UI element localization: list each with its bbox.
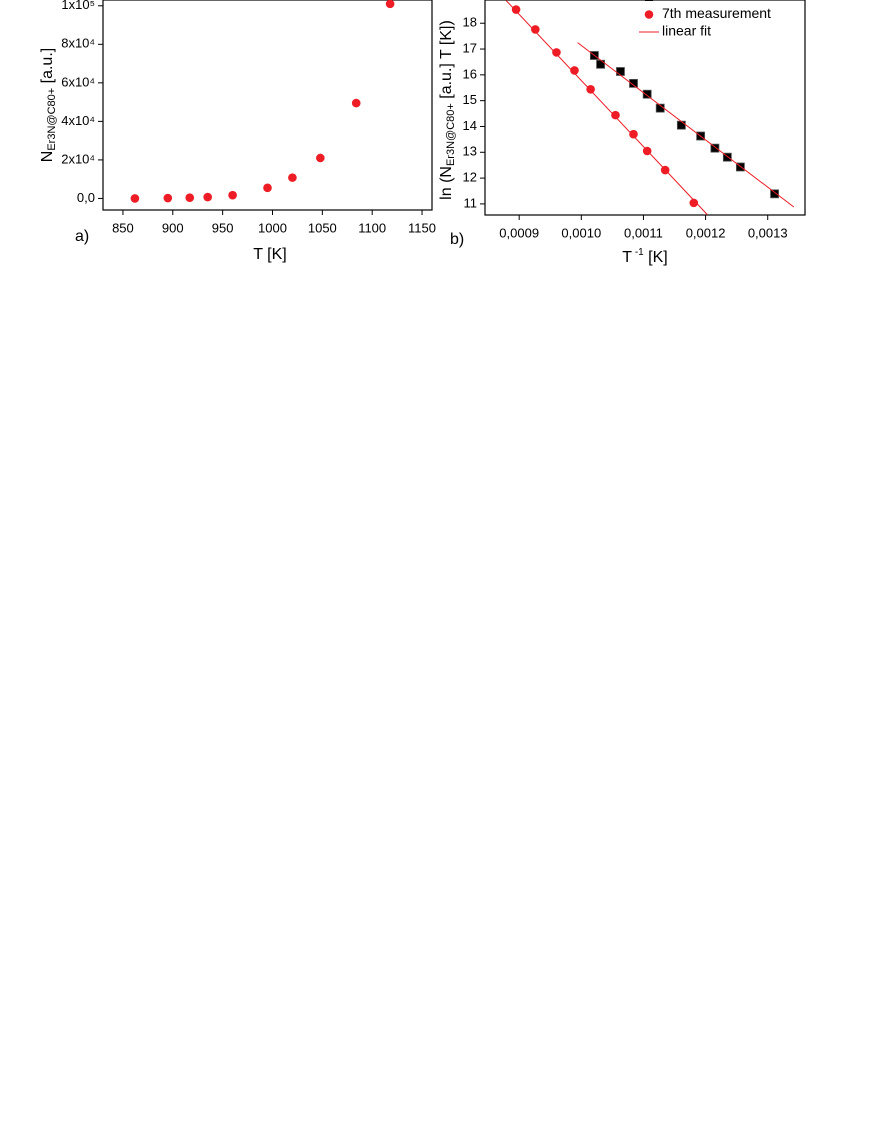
x-tick-label: 0,0010 [561,225,601,240]
y-tick-label: 18 [463,15,477,30]
data-point [642,89,652,99]
data-point [263,183,272,193]
y-tick-label: 4x10⁴ [61,113,95,128]
y-tick-label: 17 [463,40,477,55]
data-point [531,25,540,34]
data-point [228,190,237,200]
data-point [185,193,195,202]
legend-symbol [644,10,654,19]
data-point [163,193,173,203]
data-point [710,143,720,153]
x-axis-label-part: [K] [644,249,668,266]
y-axis-label-part: Er3N@C80+ [445,103,457,166]
data-point [130,194,140,203]
x-axis-label: T -1 [K] [622,247,667,267]
data-point [596,59,605,69]
fit-line [505,0,795,216]
x-axis-label-part: -1 [632,247,644,258]
plot-frame [484,0,806,216]
legend-label: linear fit [662,23,711,39]
data-point [629,78,638,88]
y-tick-label: 15 [463,92,477,107]
data-point [351,98,361,108]
y-tick-label: 14 [463,118,477,133]
data-point [203,192,212,202]
x-tick-label: 0,0011 [624,225,663,240]
y-axis-label-part: [a.u.] [39,48,56,88]
data-point [616,67,625,76]
data-point [586,85,595,94]
x-tick-label: 850 [112,220,134,235]
y-tick-label: 11 [464,195,478,210]
y-tick-label: 1x10⁵ [61,0,95,12]
x-tick-label: 0,0013 [748,225,788,240]
data-point [611,110,620,120]
y-tick-label: 16 [463,66,477,81]
data-point [629,129,638,139]
x-tick-label: 1100 [358,220,386,235]
data-point [770,189,779,199]
y-tick-label: 13 [463,144,477,159]
y-tick-label: 0,0 [77,190,95,205]
x-tick-label: 1050 [308,220,337,235]
x-tick-label: 950 [212,220,234,235]
y-axis-label-part: N [39,151,56,163]
y-tick-label: 2x10⁴ [61,151,95,166]
panel-label: a) [75,228,89,245]
x-tick-label: 0,0009 [499,225,539,240]
data-point [385,0,395,9]
x-axis-label: T [K] [253,246,287,263]
y-tick-label: 8x10⁴ [61,36,95,51]
panel-label: b) [450,231,464,248]
data-point [676,120,686,130]
data-point [552,48,561,57]
y-tick-label: 12 [463,170,477,185]
data-point [570,66,579,75]
plot-frame [102,0,433,211]
x-tick-label: 1000 [258,220,287,235]
y-axis-label: NEr3N@C80+ [a.u.] [39,48,58,162]
legend-label: 7th measurement [662,5,771,21]
data-point [316,153,325,163]
data-point [689,198,699,208]
x-tick-label: 1150 [408,220,436,235]
y-axis-label-part: Er3N@C80+ [46,88,58,151]
data-point [722,152,732,162]
x-axis-label-part: T [622,249,632,266]
y-tick-label: 6x10⁴ [61,74,95,89]
y-axis-label: ln (NEr3N@C80+ [a.u.] T [K]) [438,20,457,200]
y-axis-label-part: [a.u.] T [K]) [438,20,455,103]
x-tick-label: 900 [162,220,184,235]
data-point [288,173,297,182]
data-point [511,5,521,14]
x-tick-label: 0,0012 [686,225,726,240]
y-axis-label-part: ln (N [438,166,455,200]
legend-symbol [645,0,653,1]
legend-label: 1st measurement [662,0,770,4]
